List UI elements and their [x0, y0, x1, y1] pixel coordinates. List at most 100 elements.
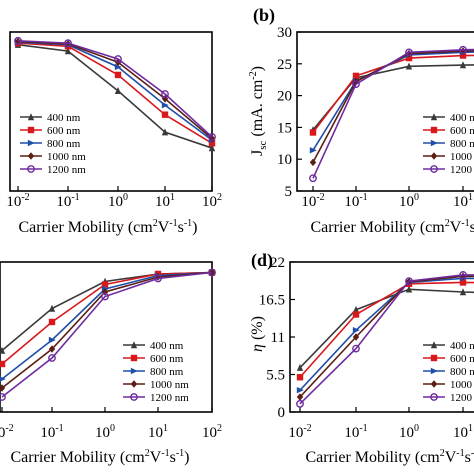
data-point [405, 48, 413, 57]
data-point [352, 305, 360, 313]
legend-label: 400 nm [150, 340, 184, 352]
x-tick-label: 10-2 [288, 423, 311, 441]
data-point [208, 144, 216, 152]
legend-marker [430, 380, 438, 388]
legend-label: 600 nm [450, 125, 474, 137]
data-point [352, 344, 360, 353]
legend-label: 600 nm [150, 353, 184, 365]
data-point [405, 285, 413, 293]
legend-marker [130, 393, 138, 401]
data-point [114, 63, 122, 71]
legend-marker [430, 354, 438, 362]
data-point [48, 318, 56, 326]
data-point [48, 345, 56, 353]
y-axis-label-group: Jsc (mA. cm-2) [248, 66, 269, 156]
series-1200-nm [0, 268, 216, 401]
x-tick-label: 100 [108, 192, 128, 210]
x-tick-label: 10-2 [301, 192, 324, 210]
legend-label: 1200 nm [450, 164, 474, 176]
x-tick-label: 101 [155, 192, 175, 210]
series-line [299, 277, 474, 391]
legend-marker [430, 341, 438, 349]
legend-label: 1000 nm [47, 151, 86, 163]
x-tick-label: 10-2 [0, 423, 14, 441]
x-tick-label: 10-2 [6, 192, 29, 210]
series-line [299, 274, 474, 405]
data-point [352, 326, 360, 334]
data-point [405, 62, 413, 70]
legend-label: 400 nm [450, 112, 474, 124]
data-point [114, 87, 122, 95]
data-point [296, 374, 304, 381]
series-1200-nm [14, 36, 216, 141]
x-tick-label: 101 [453, 192, 473, 210]
data-point [208, 268, 216, 277]
data-point [64, 39, 72, 48]
legend-label: 800 nm [450, 366, 474, 378]
y-tick-label: 25 [277, 57, 292, 73]
series-1200-nm [296, 271, 474, 408]
data-point [459, 45, 467, 54]
x-tick-label: 10-1 [344, 192, 367, 210]
legend-marker [130, 380, 138, 388]
data-point [48, 304, 56, 312]
data-point [405, 54, 413, 62]
series-line [299, 288, 474, 369]
data-point [309, 147, 317, 154]
data-point [161, 111, 169, 118]
data-point [0, 384, 6, 392]
data-point [161, 90, 169, 98]
data-point [14, 36, 22, 45]
legend-label: 1000 nm [150, 379, 189, 391]
y-tick-label: 5.5 [266, 368, 285, 384]
data-point [405, 277, 413, 285]
data-point [459, 279, 467, 286]
legend-label: 1200 nm [47, 164, 86, 176]
x-tick-label: 102 [202, 192, 222, 210]
legend-label: 1000 nm [450, 151, 474, 163]
legend-marker [27, 152, 35, 160]
x-axis-label: Carrier Mobility (cm2V-1s-1) [11, 448, 190, 466]
x-tick-label: 10-1 [40, 423, 63, 441]
plot-frame [9, 31, 213, 192]
x-axis-label: Carrier Mobility (cm2V-1s-1) [306, 448, 474, 466]
series-line [1, 271, 213, 398]
data-point [208, 140, 216, 147]
x-tick-label: 102 [202, 423, 222, 441]
legend-label: 1200 nm [150, 392, 189, 404]
data-point [101, 292, 109, 301]
data-point [352, 72, 360, 80]
data-point [309, 174, 317, 183]
y-tick-label: 15 [277, 120, 292, 136]
series-line [312, 48, 474, 179]
y-tick-label: 10 [277, 152, 292, 168]
data-point [48, 336, 56, 344]
data-point [352, 333, 360, 341]
data-point [114, 71, 122, 79]
data-point [208, 133, 216, 141]
legend-marker [27, 165, 35, 173]
data-point [296, 386, 304, 394]
series-600-nm [309, 52, 474, 136]
legend-marker [27, 139, 35, 147]
data-point [208, 134, 216, 143]
series-400-nm [296, 285, 474, 371]
x-tick-label: 100 [95, 423, 115, 441]
data-point [101, 281, 109, 288]
data-point [64, 47, 72, 55]
x-tick-label: 100 [399, 423, 419, 441]
data-point [309, 158, 317, 167]
legend-label: 600 nm [450, 353, 474, 365]
legend-marker [27, 113, 35, 121]
y-tick-label: 0 [278, 405, 286, 421]
legend-label: 800 nm [47, 138, 81, 150]
plot-frame [296, 31, 474, 192]
y-axis-label-group: η (%) [249, 316, 266, 352]
data-point [161, 101, 169, 109]
legend-label: 400 nm [47, 112, 81, 124]
